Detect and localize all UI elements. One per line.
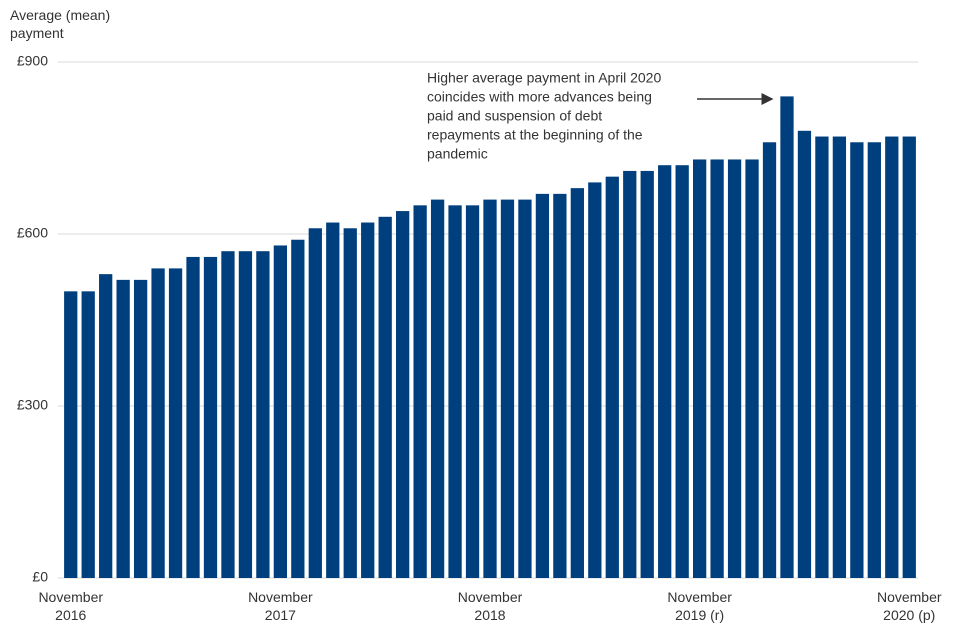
bar	[692, 159, 707, 578]
bar	[256, 251, 270, 578]
bar	[64, 291, 78, 578]
bar	[116, 279, 130, 578]
bar	[832, 136, 847, 579]
bar	[535, 193, 550, 578]
bar	[797, 130, 812, 579]
bar	[308, 228, 322, 578]
bar	[430, 199, 445, 578]
bar	[885, 136, 899, 579]
bar	[99, 274, 113, 578]
bar	[640, 170, 654, 578]
bar	[727, 159, 742, 578]
bar	[867, 142, 881, 578]
x-tick-label: November 2020 (p)	[876, 589, 942, 623]
annotation: Higher average payment in April 2020	[427, 70, 661, 86]
bar	[745, 159, 759, 578]
annotation: coincides with more advances being	[427, 89, 652, 105]
bar	[465, 205, 480, 579]
bar	[186, 256, 200, 578]
bar	[483, 199, 497, 578]
annotation: paid and suspension of debt	[427, 108, 602, 124]
x-tick-label: November 2018	[457, 589, 523, 623]
bar	[518, 199, 532, 578]
bar	[133, 279, 148, 578]
bar	[675, 165, 689, 578]
y-tick-label: £0	[32, 569, 48, 585]
bar	[815, 136, 829, 579]
bar	[570, 188, 584, 578]
bar	[168, 268, 183, 578]
bar	[710, 159, 724, 578]
annotation: pandemic	[427, 146, 488, 162]
bar	[658, 165, 672, 578]
bar	[500, 199, 515, 578]
bar	[902, 136, 916, 579]
x-tick-label: November 2017	[248, 589, 313, 623]
x-tick-label: November 2019 (r)	[667, 589, 732, 623]
bar	[81, 291, 95, 578]
bar	[273, 245, 288, 578]
bar	[343, 228, 357, 578]
y-tick-label: £600	[17, 225, 48, 241]
y-axis-label: Average (mean) payment	[10, 7, 111, 41]
bar	[553, 193, 567, 578]
bar	[291, 239, 305, 578]
bar	[605, 176, 619, 578]
bar	[448, 205, 462, 579]
bar	[588, 182, 602, 578]
bar	[396, 211, 410, 579]
bar	[623, 170, 637, 578]
bar	[850, 142, 864, 578]
bar	[413, 205, 427, 579]
bar	[378, 216, 392, 579]
y-tick-label: £300	[17, 397, 48, 413]
bar	[203, 256, 218, 578]
bar	[238, 251, 253, 578]
bar	[221, 251, 235, 578]
bar	[780, 96, 794, 579]
bar	[151, 268, 165, 578]
bar	[326, 222, 340, 579]
bar	[762, 142, 777, 578]
bar	[361, 222, 375, 579]
x-tick-label: November 2016	[38, 589, 104, 623]
annotation: repayments at the beginning of the	[427, 127, 643, 143]
y-tick-label: £900	[17, 53, 48, 69]
